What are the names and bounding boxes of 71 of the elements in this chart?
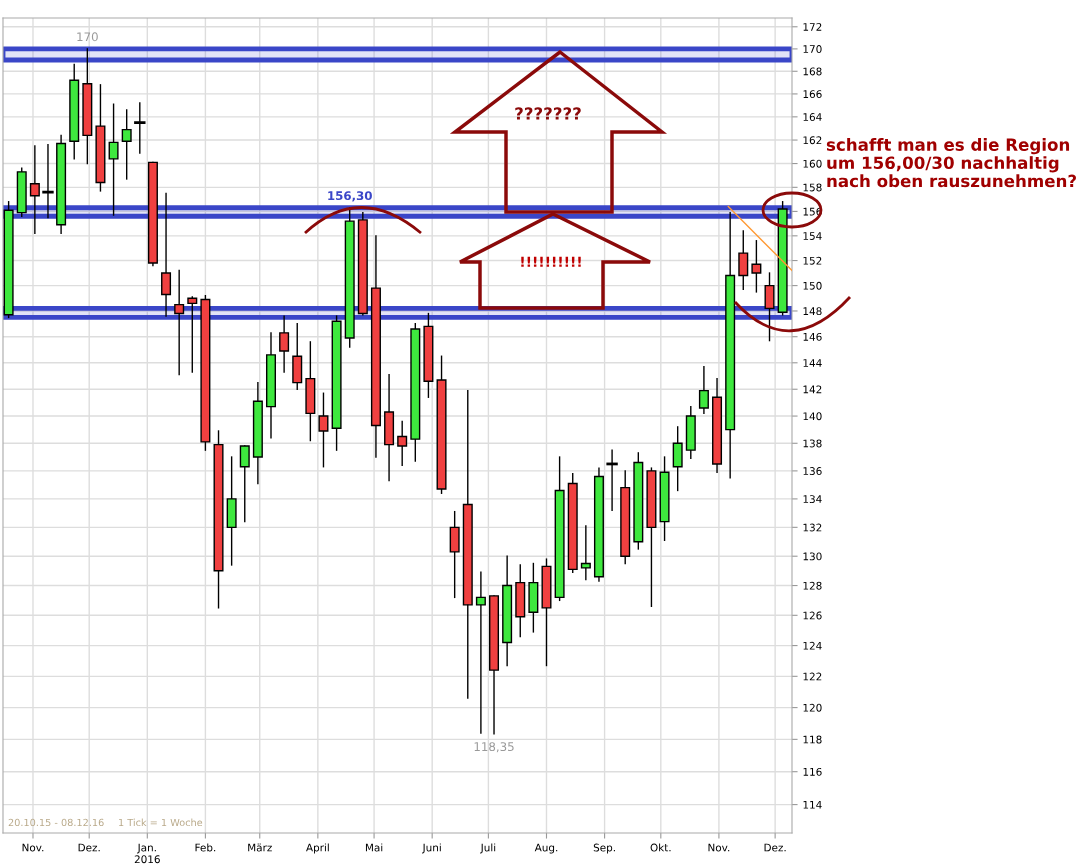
y-tick-label: 120 (803, 703, 822, 712)
candlestick (279, 315, 290, 373)
y-tick-label: 148 (803, 307, 822, 316)
candlestick (698, 366, 709, 415)
y-tick-label: 146 (803, 332, 822, 341)
annotation: ??????? (515, 107, 581, 120)
candlestick (751, 240, 762, 293)
y-tick-label: 136 (803, 467, 822, 475)
candlestick (738, 230, 749, 291)
candlestick (239, 445, 250, 523)
y-tick-label: 150 (803, 281, 822, 290)
candlestick (764, 272, 775, 342)
y-tick-label: 166 (803, 90, 822, 99)
x-tick-label: Jan. 2016 (134, 843, 160, 864)
annotation: 20.10.15 - 08.12.16 (8, 818, 104, 827)
y-tick-label: 116 (803, 767, 822, 776)
candlestick (580, 525, 591, 581)
y-tick-label: 142 (803, 385, 822, 394)
y-tick-label: 172 (803, 23, 822, 31)
y-tick-label: 138 (803, 439, 822, 448)
y-tick-label: 170 (803, 45, 822, 53)
y-tick-label: 140 (803, 412, 822, 421)
y-tick-label: 160 (803, 159, 822, 168)
candlestick (318, 392, 329, 468)
y-tick-label: 122 (803, 672, 822, 681)
y-tick-label: 152 (803, 256, 822, 265)
candlestick (161, 192, 172, 317)
x-tick-label: Nov. (22, 843, 44, 852)
x-tick-label: Mai (365, 843, 383, 852)
candlestick (174, 269, 185, 376)
x-tick-label: Dez. (78, 843, 100, 852)
candlestick (29, 145, 40, 235)
y-tick-label: 132 (803, 523, 822, 532)
y-tick-label: 162 (803, 136, 822, 145)
x-tick-label: Okt. (650, 843, 671, 852)
y-tick-label: 154 (803, 232, 822, 240)
x-tick-label: Juni (422, 843, 441, 854)
x-tick-label: Juli (480, 843, 496, 854)
candlestick (475, 571, 486, 734)
candlestick (108, 103, 119, 216)
x-tick-label: Feb. (195, 843, 216, 852)
y-tick-label: 168 (803, 67, 822, 76)
text: schafft man es die Region um 156,00/30 nachhaltig nach oben rauszunehmen? (826, 138, 1076, 188)
x-tick-label: März (248, 843, 272, 852)
x-tick-label: Dez. (764, 843, 786, 852)
candlestick (606, 449, 618, 511)
candlestick (397, 420, 408, 467)
candlestick (672, 426, 683, 492)
x-tick-label: Sep. (593, 843, 615, 854)
y-tick-label: 144 (803, 359, 822, 367)
annotation: 170 (77, 32, 98, 42)
y-tick-label: 164 (803, 113, 822, 121)
x-tick-label: Nov. (708, 843, 730, 852)
y-tick-label: 118 (803, 735, 822, 744)
candlestick (134, 102, 146, 154)
annotation: 156,30 (328, 191, 372, 202)
y-tick-label: 130 (803, 552, 822, 561)
y-tick-label: 128 (803, 581, 822, 590)
y-tick-label: 124 (803, 641, 822, 650)
candlestick (42, 144, 54, 219)
y-tick-label: 126 (803, 611, 822, 620)
y-tick-label: 158 (803, 183, 822, 192)
x-tick-label: Aug. (534, 843, 558, 854)
annotation: 118,35 (474, 742, 514, 753)
annotation: 1 Tick = 1 Woche (119, 818, 203, 827)
candlestick (187, 296, 198, 373)
y-tick-label: 114 (803, 800, 822, 809)
candlestick (121, 109, 132, 180)
annotation: !!!!!!!!!! (521, 256, 581, 267)
x-tick-label: April (306, 843, 329, 854)
y-tick-label: 134 (803, 495, 822, 504)
